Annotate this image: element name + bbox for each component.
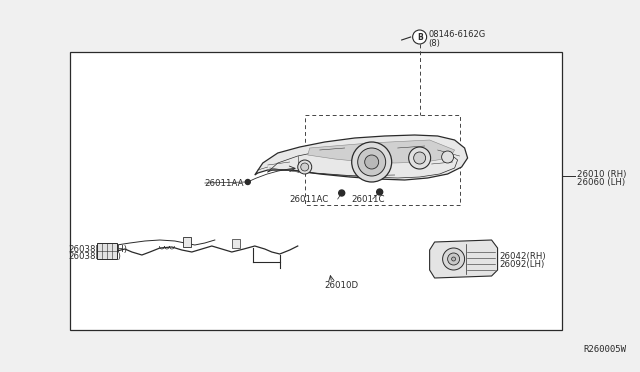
Polygon shape: [308, 140, 454, 163]
Circle shape: [443, 248, 465, 270]
Text: 26010 (RH): 26010 (RH): [577, 170, 626, 179]
Circle shape: [409, 147, 431, 169]
Circle shape: [245, 180, 250, 185]
Text: (8): (8): [429, 38, 440, 48]
Text: R260005W: R260005W: [584, 346, 627, 355]
FancyBboxPatch shape: [232, 239, 240, 248]
FancyBboxPatch shape: [183, 237, 191, 247]
Circle shape: [298, 160, 312, 174]
Polygon shape: [255, 135, 468, 180]
Text: 26042(RH): 26042(RH): [500, 251, 546, 260]
Text: 26010D: 26010D: [324, 280, 359, 289]
Circle shape: [452, 257, 456, 261]
FancyBboxPatch shape: [70, 52, 561, 330]
Circle shape: [442, 151, 454, 163]
Text: 26060 (LH): 26060 (LH): [577, 177, 625, 186]
Circle shape: [447, 253, 460, 265]
Circle shape: [413, 152, 426, 164]
FancyBboxPatch shape: [97, 243, 117, 259]
Text: B: B: [417, 33, 422, 42]
Text: 26011AC: 26011AC: [290, 195, 329, 203]
Polygon shape: [429, 240, 497, 278]
Circle shape: [339, 190, 345, 196]
Text: 26092(LH): 26092(LH): [500, 260, 545, 269]
Circle shape: [365, 155, 379, 169]
Circle shape: [352, 142, 392, 182]
Text: 26011AA: 26011AA: [205, 179, 244, 187]
Circle shape: [301, 163, 308, 171]
Text: 26011C: 26011C: [352, 195, 385, 203]
Circle shape: [358, 148, 386, 176]
Text: 08146-6162G: 08146-6162G: [429, 29, 486, 38]
Circle shape: [377, 189, 383, 195]
Circle shape: [413, 30, 427, 44]
Text: 26038M(LH): 26038M(LH): [68, 253, 121, 262]
Text: 26038NA(RH): 26038NA(RH): [68, 244, 127, 253]
